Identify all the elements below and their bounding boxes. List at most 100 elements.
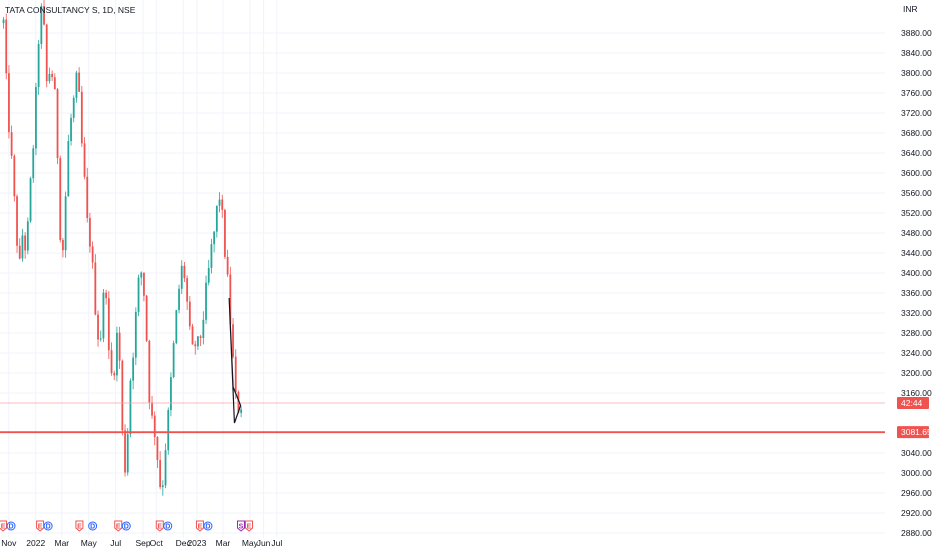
candle-body xyxy=(145,295,148,341)
dividend-icon[interactable] xyxy=(43,521,53,531)
price-tick-label: 3360.00 xyxy=(901,288,932,298)
earnings-icon[interactable] xyxy=(0,520,8,532)
price-tick-label: 3000.00 xyxy=(901,468,932,478)
candle-body xyxy=(16,196,18,246)
candle-body xyxy=(161,485,164,488)
split-icon-letter: S xyxy=(239,524,244,531)
price-tick-label: 2880.00 xyxy=(901,528,932,538)
earnings-icon-letter: E xyxy=(1,524,6,531)
candle-body xyxy=(156,437,159,461)
candle-body xyxy=(113,373,116,376)
price-tick-label: 3800.00 xyxy=(901,68,932,78)
split-icon[interactable] xyxy=(237,520,246,532)
candle-body xyxy=(159,460,162,488)
earnings-icon[interactable] xyxy=(75,520,84,532)
price-tick-label: 3400.00 xyxy=(901,268,932,278)
candle-body xyxy=(86,176,89,219)
candle-body xyxy=(70,117,72,142)
price-tick-label: 3200.00 xyxy=(901,368,932,378)
dividend-icon[interactable] xyxy=(6,521,16,531)
candle-body xyxy=(205,282,207,320)
candle-body xyxy=(51,73,54,78)
time-tick-label: May xyxy=(242,538,259,548)
price-axis[interactable]: 3880.00 3840.00 3800.00 3760.00 3720.00 3680.… xyxy=(897,28,932,550)
candle-body xyxy=(29,178,32,222)
candle-body xyxy=(26,221,29,251)
candle-body xyxy=(45,24,48,82)
candle-body xyxy=(188,301,191,327)
dividend-icon-letter: D xyxy=(165,524,170,531)
candle-body xyxy=(226,256,229,275)
candle-body xyxy=(175,310,178,344)
time-tick-label: May xyxy=(81,538,98,548)
candle-body xyxy=(221,199,224,210)
candle-body xyxy=(186,278,189,302)
candle-body xyxy=(129,380,132,435)
candle-body xyxy=(124,430,126,473)
earnings-icon[interactable] xyxy=(36,520,45,532)
candle-body xyxy=(24,235,27,251)
candle-body xyxy=(121,360,124,431)
dividend-icon-letter: D xyxy=(9,524,14,531)
dividend-icon-letter: D xyxy=(90,524,95,531)
candle-body xyxy=(83,143,86,177)
current-price-tag-label: 42:44 xyxy=(901,398,923,408)
price-tick-label: 3440.00 xyxy=(901,248,932,258)
candle-body xyxy=(126,434,129,473)
candle-body xyxy=(67,141,70,197)
dividend-icon[interactable] xyxy=(163,521,173,531)
candle-body xyxy=(118,332,121,361)
price-tick-label: 3040.00 xyxy=(901,448,932,458)
price-tick-label: 3480.00 xyxy=(901,228,932,238)
triangle-drawing[interactable] xyxy=(228,297,242,424)
earnings-icon[interactable] xyxy=(155,520,164,532)
time-tick-label: Mar xyxy=(54,538,69,548)
price-tick-label: 2920.00 xyxy=(901,508,932,518)
dividend-icon[interactable] xyxy=(203,521,213,531)
dividend-icon-letter: D xyxy=(46,524,51,531)
dividend-icon[interactable] xyxy=(121,521,131,531)
candle-body xyxy=(64,196,67,251)
earnings-icon-letter: E xyxy=(198,524,203,531)
candle-body xyxy=(199,336,202,339)
dividend-icon[interactable] xyxy=(88,521,98,531)
candle-body xyxy=(72,97,75,118)
dividend-icon-letter: D xyxy=(124,524,129,531)
time-tick-label: 2023 xyxy=(187,538,206,548)
earnings-icon[interactable] xyxy=(245,520,254,532)
candle-body xyxy=(32,148,35,179)
time-tick-label: Jun xyxy=(257,538,271,548)
candle-body xyxy=(56,89,59,159)
time-tick-label: Sep xyxy=(135,538,150,548)
candle-body xyxy=(59,158,62,240)
time-tick-label: Oct xyxy=(150,538,164,548)
candle-body xyxy=(105,292,108,299)
price-tick-label: 3600.00 xyxy=(901,168,932,178)
candle-body xyxy=(132,357,135,381)
candle-body xyxy=(167,410,170,451)
time-tick-label: Mar xyxy=(216,538,231,548)
candle-body xyxy=(21,235,24,259)
candle-body xyxy=(170,377,172,411)
candle-body xyxy=(180,265,183,289)
candle-body xyxy=(215,205,218,232)
earnings-icon-letter: E xyxy=(116,524,121,531)
price-tick-label: 3240.00 xyxy=(901,348,932,358)
candle-body xyxy=(5,19,8,74)
earnings-icon[interactable] xyxy=(195,520,204,532)
candle-body xyxy=(97,314,99,340)
support-price-tag xyxy=(897,426,929,439)
candle-body xyxy=(191,326,194,345)
earnings-icon-letter: E xyxy=(77,524,82,531)
earnings-icon[interactable] xyxy=(114,520,123,532)
price-tick-label: 3160.00 xyxy=(901,388,932,398)
candle-body xyxy=(80,91,83,144)
candle-body xyxy=(53,77,56,90)
candles xyxy=(2,0,243,496)
time-tick-label: Nov xyxy=(1,538,17,548)
price-tick-label: 3520.00 xyxy=(901,208,932,218)
